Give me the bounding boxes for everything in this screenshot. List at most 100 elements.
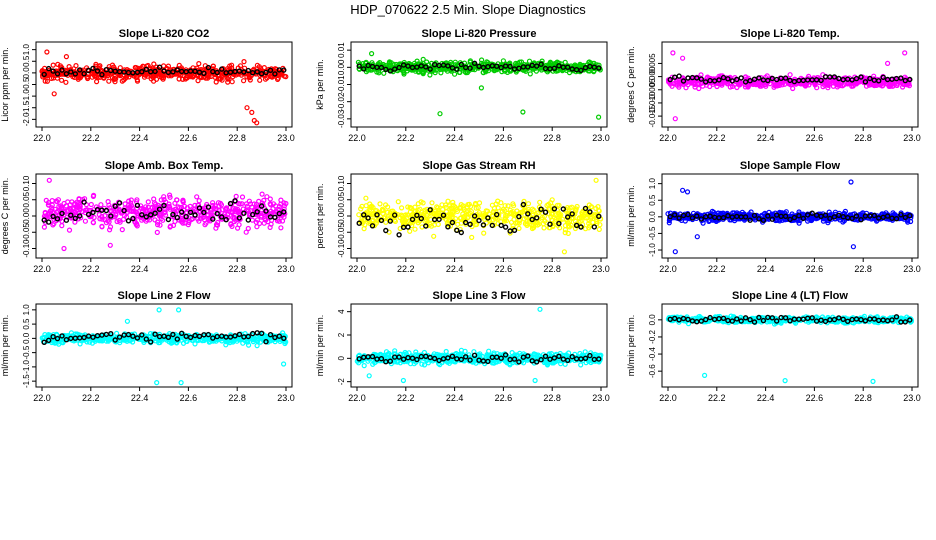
data-point — [122, 337, 129, 343]
reference-point — [147, 339, 154, 345]
data-point — [447, 203, 453, 209]
data-point — [99, 224, 105, 230]
x-tick-label: 22.8 — [543, 393, 561, 403]
reference-point — [774, 76, 780, 83]
data-point — [529, 206, 536, 212]
data-point — [419, 69, 425, 75]
reference-point — [511, 356, 518, 362]
reference-point — [272, 71, 278, 77]
data-point — [393, 61, 399, 68]
x-tick-label: 22.0 — [348, 393, 366, 403]
reference-point — [698, 216, 704, 222]
data-point — [158, 197, 164, 203]
reference-point — [569, 211, 575, 217]
data-point — [549, 206, 555, 212]
data-point — [75, 76, 81, 82]
y-tick-label: 0.0 — [648, 314, 657, 326]
reference-point — [542, 353, 549, 359]
x-tick-label: 22.2 — [82, 393, 100, 403]
data-point — [172, 200, 178, 206]
reference-point — [254, 209, 260, 215]
data-point — [121, 213, 128, 219]
outlier-point — [593, 177, 599, 183]
data-point — [126, 205, 132, 211]
data-point — [779, 82, 785, 88]
reference-point — [365, 215, 371, 221]
reference-point — [791, 214, 798, 221]
reference-point — [174, 336, 181, 342]
data-point — [42, 78, 48, 84]
data-point — [558, 361, 564, 367]
x-tick-label: 22.8 — [543, 264, 561, 274]
data-point — [44, 214, 50, 220]
data-point — [242, 337, 248, 343]
data-point — [203, 204, 209, 210]
reference-point — [254, 69, 260, 75]
outlier-point — [679, 55, 686, 61]
x-tick-label: 22.0 — [33, 393, 51, 403]
reference-point — [538, 206, 544, 212]
data-point — [141, 206, 147, 212]
reference-point — [551, 355, 558, 361]
data-point — [808, 217, 814, 224]
data-point — [268, 221, 274, 227]
data-point — [405, 204, 411, 210]
reference-point — [538, 357, 544, 363]
data-point — [105, 72, 111, 78]
reference-point — [232, 333, 238, 339]
x-tick-label: 22.4 — [757, 393, 775, 403]
data-point — [205, 212, 211, 219]
x-tick-label: 23.0 — [592, 393, 610, 403]
reference-point — [59, 210, 65, 217]
reference-point — [383, 66, 389, 73]
data-point — [548, 213, 554, 220]
reference-point — [902, 77, 908, 84]
x-tick-label: 22.2 — [397, 264, 415, 274]
data-point — [218, 202, 225, 208]
data-point — [128, 197, 134, 203]
data-point — [502, 208, 508, 214]
data-point — [381, 70, 387, 76]
reference-point — [529, 358, 535, 364]
data-point — [225, 339, 231, 345]
data-point — [203, 220, 209, 226]
data-point — [401, 71, 407, 77]
data-point — [522, 207, 528, 213]
reference-point — [165, 216, 172, 223]
y-tick-label: -1.0 — [22, 359, 31, 373]
reference-point — [156, 64, 163, 70]
data-point — [586, 218, 592, 224]
data-point — [119, 78, 125, 84]
x-tick-label: 22.6 — [495, 264, 513, 274]
data-point — [356, 212, 362, 218]
reference-point — [63, 217, 70, 223]
data-point — [456, 352, 462, 358]
reference-point — [480, 222, 487, 228]
reference-point — [507, 63, 513, 70]
data-point — [385, 204, 391, 210]
data-point — [49, 205, 55, 211]
reference-point — [409, 216, 416, 223]
reference-point — [108, 331, 114, 337]
outlier-point — [249, 109, 255, 116]
data-point — [237, 63, 244, 69]
reference-point — [582, 205, 589, 212]
data-point — [407, 228, 413, 234]
data-point — [243, 201, 250, 207]
plot-frame — [350, 303, 608, 388]
reference-point — [703, 79, 709, 85]
y-tick-label: -0.010 — [648, 91, 657, 114]
chart-title: Slope Line 2 Flow — [118, 290, 211, 302]
y-tick-label: 2 — [337, 332, 346, 337]
reference-point — [46, 65, 52, 72]
reference-point — [143, 214, 150, 220]
reference-point — [449, 353, 456, 359]
reference-point — [787, 216, 793, 223]
reference-point — [152, 68, 158, 75]
reference-point — [454, 66, 460, 72]
data-point — [796, 220, 802, 226]
data-point — [424, 212, 430, 219]
data-point — [377, 201, 383, 207]
